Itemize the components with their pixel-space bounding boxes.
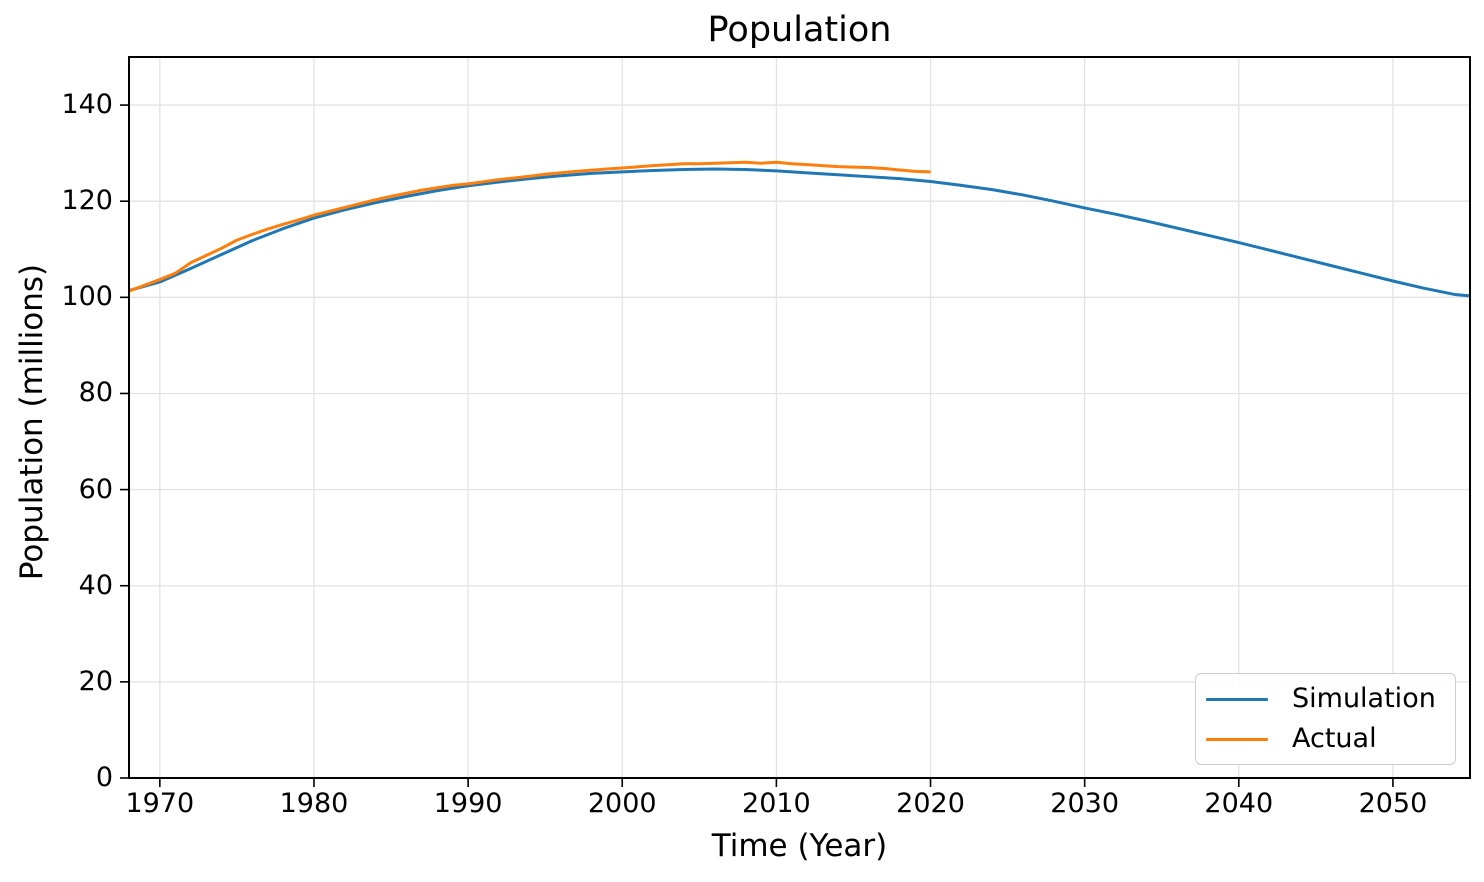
y-tick-label: 0 bbox=[95, 762, 113, 793]
y-tick-label: 40 bbox=[78, 569, 113, 601]
legend: Simulation Actual bbox=[1195, 673, 1456, 765]
simulation-line-swatch bbox=[1206, 697, 1268, 701]
y-tick-label: 60 bbox=[78, 473, 113, 505]
plot-area bbox=[120, 56, 1471, 787]
y-tick-label: 120 bbox=[61, 185, 113, 217]
x-tick-label: 2030 bbox=[1050, 788, 1119, 819]
legend-item-actual: Actual bbox=[1196, 720, 1455, 758]
x-axis-label: Time (Year) bbox=[711, 828, 888, 864]
x-tick-label: 2050 bbox=[1358, 788, 1428, 819]
x-tick-label: 1990 bbox=[433, 788, 503, 819]
x-tick-label: 2000 bbox=[587, 788, 657, 819]
simulation-line bbox=[128, 167, 1471, 298]
y-tick-label: 80 bbox=[78, 377, 113, 409]
legend-label-simulation: Simulation bbox=[1292, 683, 1436, 714]
chart-title: Population bbox=[707, 10, 892, 50]
legend-item-simulation: Simulation bbox=[1196, 680, 1455, 718]
actual-line-swatch bbox=[1206, 737, 1268, 741]
x-tick-label: 1980 bbox=[279, 788, 349, 819]
x-tick-label: 2010 bbox=[742, 788, 811, 819]
y-tick-label: 100 bbox=[61, 281, 113, 313]
axes-frame bbox=[128, 56, 1471, 779]
x-tick-label: 2040 bbox=[1204, 788, 1274, 819]
y-tick-label: 20 bbox=[78, 665, 113, 697]
x-tick-label: 2020 bbox=[896, 788, 965, 819]
y-tick-label: 140 bbox=[61, 89, 113, 121]
legend-label-actual: Actual bbox=[1292, 723, 1377, 754]
plot-canvas bbox=[120, 56, 1471, 787]
actual-line bbox=[128, 160, 931, 293]
x-tick-label: 1970 bbox=[125, 788, 195, 819]
